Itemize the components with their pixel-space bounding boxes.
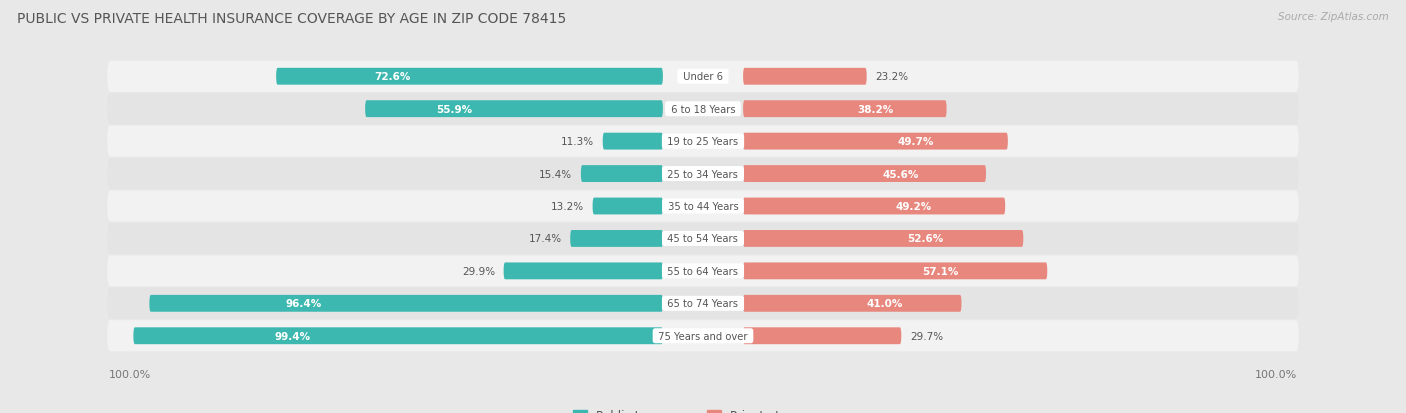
Text: 72.6%: 72.6%	[374, 72, 411, 82]
FancyBboxPatch shape	[107, 223, 1299, 254]
FancyBboxPatch shape	[744, 328, 901, 344]
Text: 75 Years and over: 75 Years and over	[655, 331, 751, 341]
FancyBboxPatch shape	[107, 159, 1299, 190]
FancyBboxPatch shape	[107, 256, 1299, 287]
Text: 55.9%: 55.9%	[436, 104, 472, 114]
Text: 45.6%: 45.6%	[883, 169, 920, 179]
Legend: Public Insurance, Private Insurance: Public Insurance, Private Insurance	[568, 404, 838, 413]
Text: 25 to 34 Years: 25 to 34 Years	[665, 169, 741, 179]
Text: Source: ZipAtlas.com: Source: ZipAtlas.com	[1278, 12, 1389, 22]
FancyBboxPatch shape	[744, 101, 946, 118]
Text: 23.2%: 23.2%	[876, 72, 908, 82]
FancyBboxPatch shape	[603, 133, 662, 150]
Text: 55 to 64 Years: 55 to 64 Years	[665, 266, 741, 276]
FancyBboxPatch shape	[744, 69, 866, 85]
Text: 41.0%: 41.0%	[868, 299, 903, 309]
FancyBboxPatch shape	[107, 94, 1299, 125]
FancyBboxPatch shape	[366, 101, 662, 118]
Text: 49.7%: 49.7%	[897, 137, 934, 147]
Text: 29.9%: 29.9%	[463, 266, 495, 276]
Text: 57.1%: 57.1%	[922, 266, 959, 276]
Text: 15.4%: 15.4%	[538, 169, 572, 179]
Text: 11.3%: 11.3%	[561, 137, 595, 147]
FancyBboxPatch shape	[107, 191, 1299, 222]
Text: 17.4%: 17.4%	[529, 234, 561, 244]
Text: 38.2%: 38.2%	[858, 104, 893, 114]
FancyBboxPatch shape	[276, 69, 662, 85]
FancyBboxPatch shape	[592, 198, 662, 215]
Text: 96.4%: 96.4%	[285, 299, 322, 309]
FancyBboxPatch shape	[107, 288, 1299, 319]
Text: Under 6: Under 6	[681, 72, 725, 82]
Text: 6 to 18 Years: 6 to 18 Years	[668, 104, 738, 114]
Text: 49.2%: 49.2%	[896, 202, 932, 211]
FancyBboxPatch shape	[503, 263, 662, 280]
Text: 65 to 74 Years: 65 to 74 Years	[665, 299, 741, 309]
FancyBboxPatch shape	[744, 295, 962, 312]
FancyBboxPatch shape	[744, 198, 1005, 215]
Text: 99.4%: 99.4%	[274, 331, 311, 341]
Text: 52.6%: 52.6%	[907, 234, 943, 244]
FancyBboxPatch shape	[134, 328, 662, 344]
FancyBboxPatch shape	[107, 62, 1299, 93]
FancyBboxPatch shape	[744, 230, 1024, 247]
FancyBboxPatch shape	[744, 133, 1008, 150]
Text: 29.7%: 29.7%	[910, 331, 943, 341]
FancyBboxPatch shape	[744, 263, 1047, 280]
FancyBboxPatch shape	[107, 126, 1299, 157]
Text: PUBLIC VS PRIVATE HEALTH INSURANCE COVERAGE BY AGE IN ZIP CODE 78415: PUBLIC VS PRIVATE HEALTH INSURANCE COVER…	[17, 12, 567, 26]
Text: 35 to 44 Years: 35 to 44 Years	[665, 202, 741, 211]
FancyBboxPatch shape	[107, 320, 1299, 351]
FancyBboxPatch shape	[571, 230, 662, 247]
Text: 45 to 54 Years: 45 to 54 Years	[665, 234, 741, 244]
Text: 13.2%: 13.2%	[551, 202, 583, 211]
FancyBboxPatch shape	[149, 295, 662, 312]
FancyBboxPatch shape	[744, 166, 986, 183]
FancyBboxPatch shape	[581, 166, 662, 183]
Text: 19 to 25 Years: 19 to 25 Years	[665, 137, 741, 147]
